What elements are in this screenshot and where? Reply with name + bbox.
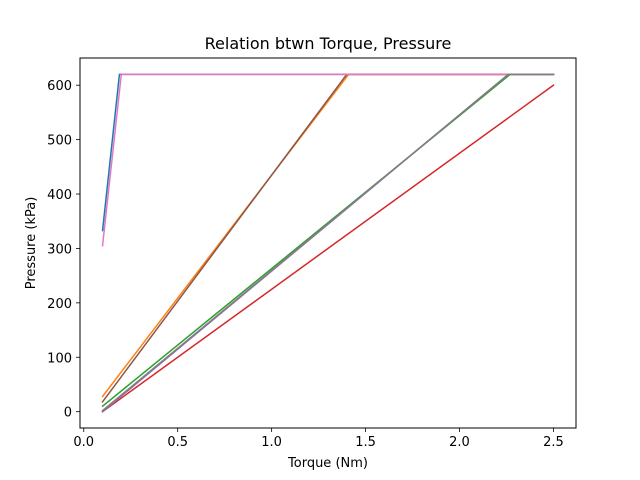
y-tick-label: 100 — [47, 351, 72, 366]
series-layer — [101, 73, 555, 413]
x-tick-label: 0.5 — [167, 435, 188, 450]
y-tick-label: 0 — [64, 406, 72, 421]
y-tick-label: 200 — [47, 297, 72, 312]
y-tick-label: 500 — [47, 134, 72, 149]
x-tick-label: 1.0 — [261, 435, 282, 450]
y-tick-label: 400 — [47, 188, 72, 203]
series-line-8 — [101, 73, 555, 412]
plot-area: 0.0 0.5 1.0 1.5 2.0 2.5 0 100 200 300 400 500 600 — [47, 57, 577, 450]
series-line-4 — [101, 84, 555, 413]
series-line-7 — [101, 73, 555, 247]
y-tick-label: 300 — [47, 242, 72, 257]
y-axis-label: Pressure (kPa) — [24, 197, 39, 290]
x-axis-ticks: 0.0 0.5 1.0 1.5 2.0 2.5 — [73, 428, 564, 450]
plot-background — [80, 58, 576, 428]
chart-title: Relation btwn Torque, Pressure — [205, 34, 452, 53]
y-tick-label: 600 — [47, 79, 72, 94]
y-axis-ticks: 0 100 200 300 400 500 600 — [47, 79, 80, 421]
plot-frame — [79, 57, 577, 429]
x-tick-label: 2.5 — [543, 435, 564, 450]
x-tick-label: 0.0 — [73, 435, 94, 450]
x-tick-label: 1.5 — [355, 435, 376, 450]
x-tick-label: 2.0 — [449, 435, 470, 450]
x-axis-label: Torque (Nm) — [287, 456, 368, 471]
